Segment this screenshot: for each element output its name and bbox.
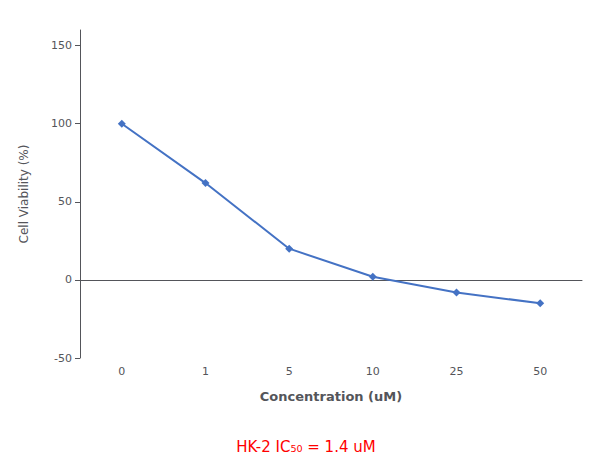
- svg-text:100: 100: [51, 117, 72, 130]
- svg-text:5: 5: [286, 365, 293, 378]
- svg-text:50: 50: [533, 365, 547, 378]
- svg-text:0: 0: [65, 273, 72, 286]
- svg-text:0: 0: [118, 365, 125, 378]
- svg-text:-50: -50: [54, 352, 72, 365]
- svg-text:Concentration (uM): Concentration (uM): [260, 389, 402, 404]
- svg-text:1: 1: [202, 365, 209, 378]
- svg-text:Cell Viability (%): Cell Viability (%): [17, 145, 31, 244]
- svg-text:50: 50: [58, 195, 72, 208]
- svg-text:150: 150: [51, 39, 72, 52]
- svg-text:HK-2 IC₅₀ = 1.4 uM: HK-2 IC₅₀ = 1.4 uM: [236, 438, 375, 456]
- svg-text:25: 25: [450, 365, 464, 378]
- svg-text:10: 10: [366, 365, 380, 378]
